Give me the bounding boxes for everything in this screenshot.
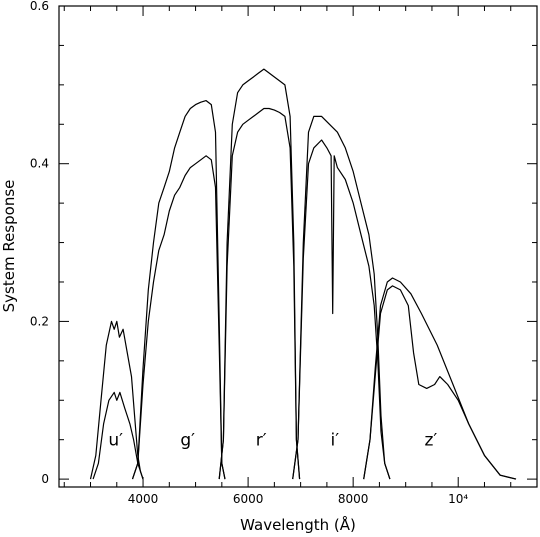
series-g-upper	[131, 100, 226, 480]
series-g-lower	[131, 155, 226, 480]
x-tick-label: 6000	[233, 492, 264, 506]
series-i-lower	[292, 139, 391, 480]
series-r-lower	[218, 107, 301, 480]
series-z-upper	[363, 277, 517, 480]
band-label: u′	[108, 431, 123, 451]
tick-labels: 4000 6000 8000 10⁴ 0 0.2 0.4 0.6	[30, 0, 469, 506]
x-tick-label: 8000	[338, 492, 369, 506]
series-z-lower	[363, 285, 517, 480]
band-label: z′	[424, 431, 437, 451]
y-tick-label: 0.6	[30, 0, 49, 13]
axis-ticks	[59, 5, 537, 487]
x-axis-label: Wavelength (Å)	[240, 515, 356, 534]
response-curves	[89, 68, 517, 480]
y-tick-label: 0.4	[30, 157, 49, 171]
plot-frame	[58, 5, 538, 488]
x-tick-label: 10⁴	[448, 492, 468, 506]
y-tick-label: 0.2	[30, 314, 49, 328]
band-label: g′	[180, 431, 195, 451]
y-axis-label: System Response	[0, 180, 18, 313]
y-tick-label: 0	[41, 472, 49, 486]
series-u-upper	[89, 320, 144, 480]
series-i-upper	[292, 115, 391, 480]
band-label: r′	[256, 431, 267, 451]
band-labels: u′ g′ r′ i′ z′	[108, 431, 437, 451]
x-tick-label: 4000	[128, 492, 159, 506]
series-r-upper	[218, 68, 301, 480]
band-label: i′	[330, 431, 339, 451]
series-u-lower	[92, 391, 144, 480]
